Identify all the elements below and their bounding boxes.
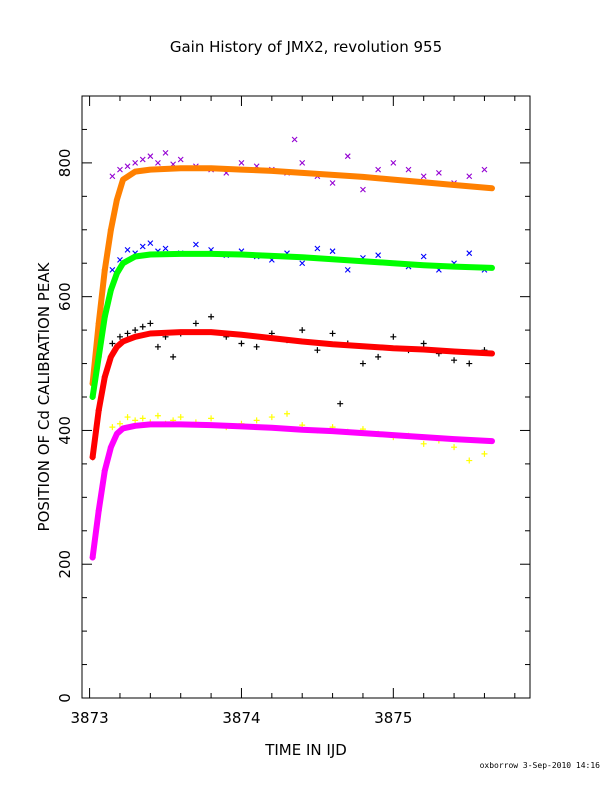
fit-line: [89, 329, 495, 461]
data-point: [337, 400, 344, 407]
data-point: [291, 136, 298, 143]
data-point: [375, 252, 382, 259]
data-point: [314, 347, 321, 354]
data-point: [344, 267, 351, 273]
data-point: [284, 410, 291, 417]
data-point: [177, 156, 184, 163]
data-point: [299, 160, 306, 166]
data-point: [124, 163, 131, 170]
x-axis-label: TIME IN IJD: [264, 741, 347, 759]
data-point: [299, 260, 306, 267]
data-point: [109, 173, 116, 180]
data-point: [147, 240, 154, 247]
footer-stamp: oxborrow 3-Sep-2010 14:16: [480, 761, 601, 770]
x-tick-label: 3874: [222, 709, 260, 727]
data-point: [116, 420, 123, 427]
data-point: [466, 457, 473, 464]
data-point: [109, 340, 116, 347]
data-point: [299, 327, 306, 334]
data-point: [420, 253, 427, 260]
data-point: [329, 330, 336, 337]
y-tick-label: 600: [56, 282, 74, 311]
data-point: [147, 320, 154, 327]
data-point: [139, 156, 146, 163]
data-point: [117, 166, 123, 173]
data-point: [451, 444, 458, 451]
data-point: [139, 243, 146, 250]
data-point: [132, 160, 139, 166]
data-point: [253, 417, 260, 424]
plot-area: [89, 136, 495, 561]
data-point: [192, 320, 199, 327]
data-point: [154, 412, 161, 419]
data-point: [314, 245, 321, 252]
data-point: [170, 353, 177, 360]
data-point: [132, 327, 139, 334]
fit-line: [89, 165, 495, 387]
data-point: [435, 170, 442, 176]
data-point: [208, 415, 215, 422]
x-tick-label: 3873: [70, 709, 108, 727]
data-point: [390, 160, 397, 166]
fit-line: [89, 421, 495, 561]
data-point: [253, 343, 260, 350]
data-point: [193, 241, 199, 248]
fit-line: [89, 250, 495, 400]
x-tick-label: 3875: [374, 709, 412, 727]
data-point: [375, 353, 382, 360]
chart-title: Gain History of JMX2, revolution 955: [170, 38, 442, 56]
data-point: [116, 333, 123, 340]
axes: 3873 3874 3875 0 200 400 600 800: [56, 96, 530, 727]
data-point: [420, 340, 427, 347]
data-point: [155, 160, 161, 166]
data-point: [162, 245, 169, 252]
data-point: [238, 340, 245, 347]
data-point: [360, 186, 366, 193]
data-point: [420, 173, 427, 180]
data-point: [466, 173, 473, 180]
y-tick-label: 200: [56, 550, 74, 579]
data-point: [124, 414, 131, 421]
data-point: [420, 440, 427, 447]
data-point: [481, 166, 488, 173]
y-tick-label: 800: [56, 149, 74, 178]
data-point: [147, 153, 154, 160]
data-point: [405, 166, 412, 173]
data-point: [481, 450, 488, 457]
data-point: [238, 160, 245, 166]
data-point: [109, 267, 116, 273]
data-point: [329, 180, 336, 186]
data-point: [177, 414, 184, 421]
data-point: [451, 357, 458, 364]
y-tick-label: 400: [56, 416, 74, 445]
data-point: [466, 250, 473, 257]
data-point: [375, 166, 382, 173]
data-point: [208, 313, 215, 320]
data-point: [329, 248, 336, 255]
data-point: [124, 330, 131, 337]
y-tick-label: 0: [56, 693, 74, 703]
data-point: [359, 360, 366, 367]
data-point: [109, 424, 116, 431]
data-point: [162, 149, 169, 156]
y-axis-label: POSITION OF Cd CALIBRATION PEAK: [35, 261, 53, 531]
data-point: [139, 323, 146, 330]
data-point: [154, 343, 161, 350]
data-point: [124, 246, 131, 253]
data-point: [466, 360, 473, 367]
data-point: [132, 417, 139, 424]
data-point: [344, 153, 351, 160]
data-point: [390, 333, 397, 340]
data-point: [268, 414, 275, 421]
data-point: [139, 415, 146, 422]
